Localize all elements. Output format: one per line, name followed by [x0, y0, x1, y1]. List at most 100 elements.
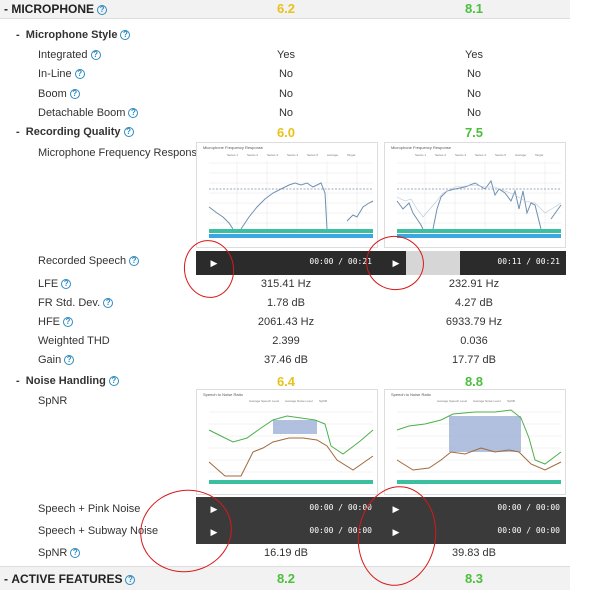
pink-noise-label: Speech + Pink Noise: [38, 503, 141, 515]
microphone-score-1: 6.2: [276, 1, 296, 16]
measure-value-1: 37.46 dB: [263, 354, 309, 366]
microphone-style-title[interactable]: - Microphone Style?: [16, 29, 131, 41]
legend-item: Series 3: [455, 153, 466, 157]
play-button[interactable]: ▶: [196, 251, 232, 275]
legend-item: SpNR: [507, 399, 516, 403]
legend-item: Target: [535, 153, 544, 157]
help-icon[interactable]: ?: [69, 89, 80, 99]
response-curve-faint: [396, 184, 562, 218]
legend-item: Target: [347, 153, 356, 157]
active-score-2: 8.3: [464, 571, 484, 586]
play-button[interactable]: ▶: [378, 497, 414, 521]
band-bar: [209, 234, 373, 238]
help-icon[interactable]: ?: [128, 108, 139, 118]
play-icon: ▶: [210, 526, 218, 537]
help-icon[interactable]: ?: [129, 256, 140, 266]
measure-row-label: Weighted THD: [38, 335, 110, 347]
player-time: 00:11 / 00:21: [497, 257, 560, 266]
play-icon: ▶: [210, 503, 218, 514]
speech-curve: [396, 409, 562, 465]
player-time: 00:00 / 00:00: [497, 503, 560, 512]
help-icon[interactable]: ?: [120, 30, 131, 40]
noise-score-2: 8.8: [464, 374, 484, 389]
active-features-title[interactable]: - ACTIVE FEATURES?: [4, 572, 136, 586]
frequency-response-chart-2: Microphone Frequency Response Series 1 S…: [384, 142, 566, 248]
microphone-score-2: 8.1: [464, 1, 484, 16]
collapse-icon: -: [4, 2, 12, 16]
frequency-response-chart-1: Microphone Frequency Response Series 1 S…: [196, 142, 378, 248]
help-icon[interactable]: ?: [125, 575, 136, 585]
legend-item: Average Speech Level: [249, 399, 279, 403]
help-icon[interactable]: ?: [63, 317, 73, 327]
subway-noise-player-2: ▶ 00:00 / 00:00: [378, 520, 566, 544]
measure-value-2: 0.036: [460, 335, 488, 347]
band-bar: [209, 480, 373, 484]
measure-row-label: HFE?: [38, 316, 73, 328]
help-icon[interactable]: ?: [123, 127, 134, 137]
measure-row-label: Gain?: [38, 354, 75, 366]
help-icon[interactable]: ?: [90, 50, 101, 60]
play-icon: ▶: [210, 257, 218, 268]
noise-handling-title[interactable]: - Noise Handling?: [16, 375, 119, 387]
play-button[interactable]: ▶: [196, 497, 232, 521]
player-progress[interactable]: [406, 251, 460, 275]
measure-row-label: FR Std. Dev.?: [38, 297, 114, 309]
collapse-icon: -: [16, 375, 26, 387]
player-time: 00:00 / 00:21: [309, 257, 372, 266]
band-bar: [209, 229, 373, 233]
player-time: 00:00 / 00:00: [497, 526, 560, 535]
legend-item: Series 4: [287, 153, 298, 157]
style-value-2: No: [466, 68, 482, 80]
help-icon[interactable]: ?: [74, 69, 85, 79]
microphone-section-title[interactable]: - MICROPHONE?: [4, 2, 108, 16]
legend-item: Series 1: [227, 153, 238, 157]
style-value-1: No: [278, 107, 294, 119]
chart-title: Speech to Noise Ratio: [391, 392, 432, 397]
measure-value-1: 1.78 dB: [267, 297, 305, 309]
style-row-label: Boom?: [38, 88, 80, 100]
chart-legend: Series 1 Series 2 Series 3 Series 4 Seri…: [227, 153, 356, 157]
noise-curve: [396, 447, 562, 471]
active-features-header[interactable]: [0, 566, 570, 590]
chart-legend: Series 1 Series 2 Series 3 Series 4 Seri…: [415, 153, 544, 157]
help-icon[interactable]: ?: [103, 298, 114, 308]
subway-noise-player-1: ▶ 00:00 / 00:00: [196, 520, 378, 544]
recording-score-1: 6.0: [276, 125, 296, 140]
spnr-chart-2: Speech to Noise Ratio Average Speech Lev…: [384, 389, 566, 495]
measure-value-2: 6933.79 Hz: [445, 316, 503, 328]
recording-quality-title[interactable]: - Recording Quality?: [16, 126, 134, 138]
band-bar: [397, 480, 561, 484]
microphone-section-header[interactable]: [0, 0, 570, 18]
collapse-icon: -: [16, 126, 26, 138]
legend-item: Series 5: [495, 153, 506, 157]
recorded-speech-label: Recorded Speech?: [38, 255, 140, 267]
help-icon[interactable]: ?: [64, 355, 75, 365]
collapse-icon: -: [16, 29, 26, 41]
play-icon: ▶: [392, 526, 400, 537]
measure-value-2: 17.77 dB: [451, 354, 497, 366]
help-icon[interactable]: ?: [70, 548, 81, 558]
play-button[interactable]: ▶: [196, 520, 232, 544]
spnr-value-1: 16.19 dB: [263, 547, 309, 559]
chart-title: Microphone Frequency Response: [391, 145, 452, 150]
legend-item: Series 4: [475, 153, 486, 157]
audio-player-2: ▶ 00:11 / 00:21: [378, 251, 566, 275]
pink-noise-player-1: ▶ 00:00 / 00:00: [196, 497, 378, 521]
style-value-1: No: [278, 88, 294, 100]
response-curve: [396, 179, 562, 230]
play-button[interactable]: ▶: [378, 520, 414, 544]
legend-item: Average Noise Level: [285, 399, 313, 403]
band-bar: [397, 229, 561, 233]
recording-score-2: 7.5: [464, 125, 484, 140]
spnr-row-label: SpNR?: [38, 547, 81, 559]
audio-player-1: ▶ 00:00 / 00:21: [196, 251, 378, 275]
player-time: 00:00 / 00:00: [309, 503, 372, 512]
help-icon[interactable]: ?: [108, 376, 119, 386]
chart-title: Microphone Frequency Response: [203, 145, 264, 150]
help-icon[interactable]: ?: [61, 279, 72, 289]
legend-item: Average Noise Level: [473, 399, 501, 403]
play-button[interactable]: ▶: [378, 251, 414, 275]
response-curve: [208, 182, 374, 230]
help-icon[interactable]: ?: [97, 5, 108, 15]
band-bar: [397, 234, 561, 238]
